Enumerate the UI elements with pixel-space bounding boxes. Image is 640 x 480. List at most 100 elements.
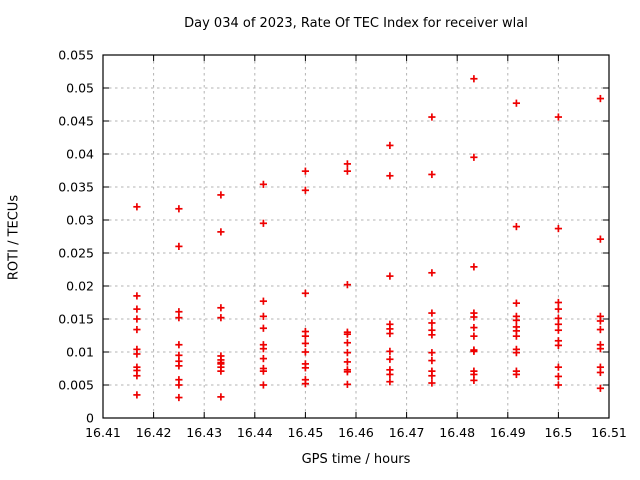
- data-point-marker: [386, 172, 394, 180]
- data-point-marker: [596, 325, 604, 334]
- data-point-marker: [512, 299, 521, 307]
- data-point-marker: [259, 345, 268, 353]
- data-point-marker: [386, 141, 394, 150]
- data-point-marker: [343, 358, 351, 366]
- y-tick-label: 0.05: [66, 81, 94, 96]
- data-point-marker: [259, 297, 268, 305]
- y-tick-label: 0.02: [66, 279, 94, 294]
- data-point-marker: [301, 364, 309, 372]
- x-tick-label: 16.5: [544, 425, 572, 440]
- data-point-marker: [386, 378, 394, 386]
- data-point-marker: [133, 325, 141, 334]
- x-tick-label: 16.51: [591, 425, 627, 440]
- y-tick-label: 0.04: [66, 147, 94, 162]
- data-point-marker: [428, 170, 436, 179]
- data-point-marker: [554, 381, 562, 389]
- data-point-marker: [554, 372, 562, 381]
- x-tick-label: 16.41: [85, 425, 121, 440]
- data-point-marker: [133, 292, 141, 300]
- data-point-marker: [301, 289, 309, 297]
- x-tick-label: 16.46: [338, 425, 374, 440]
- data-point-marker: [259, 367, 268, 375]
- data-point-marker: [428, 331, 436, 339]
- data-point-marker: [217, 314, 225, 322]
- data-point-marker: [133, 203, 141, 211]
- data-point-marker: [428, 309, 436, 317]
- data-point-marker: [343, 339, 351, 347]
- data-point-marker: [512, 332, 521, 340]
- x-tick-label: 16.43: [186, 425, 222, 440]
- data-point-marker: [386, 329, 394, 338]
- y-tick-label: 0.01: [66, 345, 94, 360]
- data-point-marker: [301, 332, 309, 340]
- data-point-marker: [133, 372, 141, 380]
- data-point-marker: [470, 263, 478, 271]
- data-point-marker: [470, 332, 478, 340]
- data-point-marker: [133, 305, 141, 313]
- data-point-marker: [175, 205, 183, 213]
- data-point-marker: [259, 180, 268, 188]
- data-point-marker: [217, 367, 225, 375]
- y-tick-label: 0.055: [58, 48, 94, 63]
- data-point-marker: [512, 316, 521, 324]
- data-point-marker: [596, 317, 604, 325]
- data-point-marker: [175, 381, 183, 389]
- x-tick-label: 16.47: [389, 425, 425, 440]
- data-point-marker: [343, 380, 351, 388]
- data-point-marker: [175, 242, 183, 250]
- data-point-marker: [428, 356, 436, 365]
- y-tick-label: 0.005: [58, 378, 94, 393]
- data-point-marker: [512, 370, 521, 379]
- data-point-marker: [301, 339, 309, 348]
- x-tick-label: 16.49: [490, 425, 526, 440]
- data-point-marker: [133, 391, 141, 399]
- data-point-marker: [301, 380, 309, 388]
- data-point-marker: [133, 315, 141, 323]
- data-point-marker: [386, 347, 394, 355]
- data-point-marker: [470, 153, 478, 161]
- data-point-marker: [301, 167, 309, 175]
- data-point-marker: [470, 313, 478, 321]
- y-tick-label: 0: [86, 411, 94, 426]
- x-tick-label: 16.45: [288, 425, 324, 440]
- data-point-marker: [343, 349, 351, 357]
- data-point-marker: [428, 319, 436, 327]
- y-tick-label: 0.025: [58, 246, 94, 261]
- data-point-marker: [470, 347, 478, 355]
- data-point-marker: [512, 223, 521, 231]
- data-point-marker: [343, 167, 351, 175]
- data-point-marker: [512, 349, 521, 357]
- data-point-marker: [343, 160, 351, 168]
- x-axis-label: GPS time / hours: [301, 452, 411, 467]
- x-tick-label: 16.48: [439, 425, 475, 440]
- data-point-marker: [428, 372, 436, 380]
- data-point-marker: [343, 368, 351, 376]
- data-point-marker: [554, 363, 562, 371]
- data-point-marker: [175, 362, 183, 370]
- data-point-marker: [596, 94, 604, 103]
- data-point-marker: [217, 228, 225, 236]
- data-point-marker: [259, 324, 268, 332]
- data-point-marker: [428, 113, 436, 121]
- data-point-marker: [301, 186, 309, 194]
- y-tick-label: 0.015: [58, 312, 94, 327]
- data-point-marker: [596, 235, 604, 243]
- plot-frame: [102, 54, 610, 419]
- data-point-marker: [217, 304, 225, 312]
- data-point-marker: [133, 350, 141, 358]
- data-point-marker: [554, 326, 562, 334]
- data-point-marker: [596, 345, 604, 353]
- data-point-marker: [554, 224, 562, 233]
- data-point-marker: [343, 281, 351, 289]
- data-point-marker: [217, 393, 225, 401]
- data-point-marker: [259, 381, 268, 389]
- data-point-marker: [217, 191, 225, 199]
- data-point-marker: [259, 355, 268, 363]
- data-point-marker: [175, 393, 183, 402]
- data-point-marker: [596, 368, 604, 377]
- data-point-marker: [175, 341, 183, 349]
- y-tick-label: 0.045: [58, 114, 94, 129]
- y-tick-label: 0.035: [58, 180, 94, 195]
